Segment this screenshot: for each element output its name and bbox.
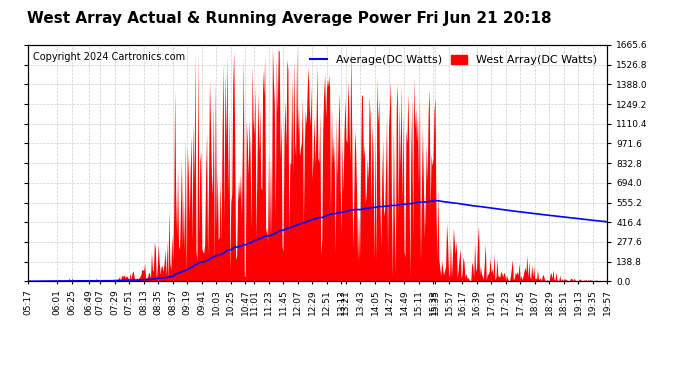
Legend: Average(DC Watts), West Array(DC Watts): Average(DC Watts), West Array(DC Watts) <box>306 51 602 69</box>
Text: West Array Actual & Running Average Power Fri Jun 21 20:18: West Array Actual & Running Average Powe… <box>28 11 552 26</box>
Text: Copyright 2024 Cartronics.com: Copyright 2024 Cartronics.com <box>33 52 186 62</box>
